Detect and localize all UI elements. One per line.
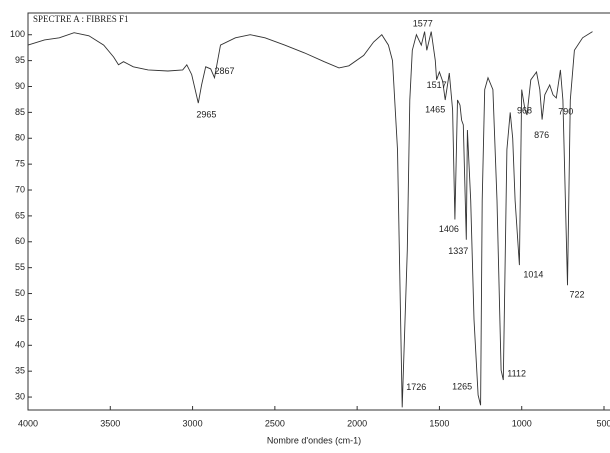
peak-label: 1577 <box>413 19 433 29</box>
y-tick-label: 95 <box>15 55 25 65</box>
peak-label: 1112 <box>507 368 526 378</box>
peak-label: 1406 <box>439 224 459 234</box>
peak-label: 790 <box>558 106 573 116</box>
x-tick-label: 2000 <box>347 418 367 428</box>
peak-label: 2867 <box>214 66 234 76</box>
x-axis-label: Nombre d'ondes (cm-1) <box>267 435 361 445</box>
y-tick-label: 85 <box>15 107 25 117</box>
y-tick-label: 30 <box>15 391 25 401</box>
x-tick-label: 4000 <box>18 418 38 428</box>
x-tick-label: 2500 <box>265 418 285 428</box>
y-tick-label: 35 <box>15 366 25 376</box>
y-tick-label: 50 <box>15 288 25 298</box>
y-tick-label: 90 <box>15 81 25 91</box>
peak-label: 876 <box>534 130 549 140</box>
x-tick-label: 500 <box>596 418 610 428</box>
y-tick-label: 65 <box>15 210 25 220</box>
x-tick-label: 1000 <box>512 418 532 428</box>
peak-label: 722 <box>569 290 584 300</box>
x-tick-label: 3000 <box>183 418 203 428</box>
y-tick-label: 55 <box>15 262 25 272</box>
y-tick-label: 70 <box>15 184 25 194</box>
peak-label: 2965 <box>196 109 216 119</box>
x-tick-label: 1500 <box>429 418 449 428</box>
y-tick-label: 45 <box>15 314 25 324</box>
x-tick-label: 3500 <box>100 418 120 428</box>
y-tick-label: 80 <box>15 133 25 143</box>
peak-label: 968 <box>517 105 532 115</box>
y-tick-label: 40 <box>15 340 25 350</box>
spectrum-line <box>27 31 593 408</box>
peak-label: 1726 <box>406 382 426 392</box>
plot-frame <box>27 12 610 411</box>
y-tick-label: 100 <box>10 29 25 39</box>
chart-title: SPECTRE A : FIBRES F1 <box>33 14 129 24</box>
peak-label: 1517 <box>427 80 447 90</box>
y-tick-label: 60 <box>15 236 25 246</box>
peak-label: 1337 <box>448 246 468 256</box>
y-tick-label: 75 <box>15 159 25 169</box>
peak-label: 1014 <box>523 269 543 279</box>
peak-label: 1265 <box>452 381 472 391</box>
peak-label: 1465 <box>425 104 445 114</box>
